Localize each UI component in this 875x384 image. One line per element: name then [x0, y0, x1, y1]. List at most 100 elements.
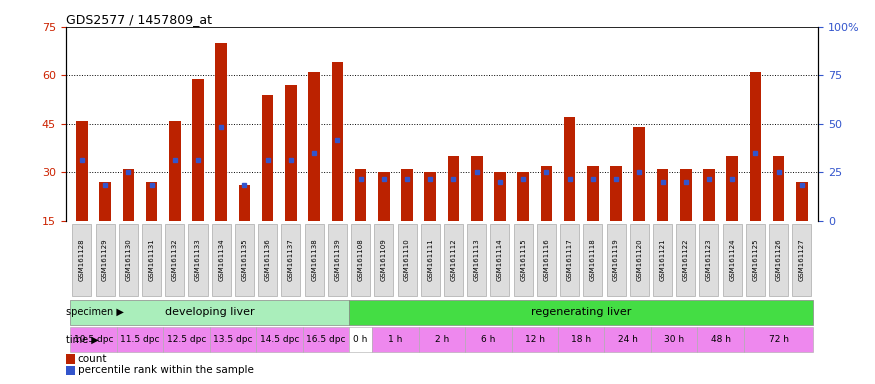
Text: 14.5 dpc: 14.5 dpc: [260, 335, 299, 344]
Bar: [165, 224, 185, 296]
Bar: [471, 156, 482, 221]
Bar: [726, 156, 738, 221]
Bar: [328, 224, 346, 296]
Bar: [76, 121, 88, 221]
Text: GSM161134: GSM161134: [218, 238, 224, 281]
Bar: [651, 327, 697, 352]
Bar: [514, 224, 533, 296]
Text: time ▶: time ▶: [66, 334, 98, 344]
Text: 12 h: 12 h: [525, 335, 545, 344]
Text: GSM161128: GSM161128: [79, 238, 85, 281]
Text: GSM161127: GSM161127: [799, 238, 805, 281]
Text: GSM161131: GSM161131: [149, 238, 155, 281]
Text: percentile rank within the sample: percentile rank within the sample: [78, 366, 254, 376]
Bar: [444, 224, 463, 296]
Bar: [699, 224, 718, 296]
Bar: [653, 224, 672, 296]
Bar: [99, 182, 111, 221]
Text: GSM161108: GSM161108: [358, 238, 364, 281]
Text: GSM161117: GSM161117: [567, 238, 572, 281]
Bar: [769, 224, 788, 296]
Bar: [657, 169, 668, 221]
Bar: [680, 169, 691, 221]
Text: GSM161136: GSM161136: [264, 238, 270, 281]
Text: 72 h: 72 h: [768, 335, 788, 344]
Bar: [587, 166, 598, 221]
Text: 16.5 dpc: 16.5 dpc: [306, 335, 346, 344]
Text: 10.5 dpc: 10.5 dpc: [74, 335, 113, 344]
Text: GSM161123: GSM161123: [706, 238, 712, 281]
Text: GSM161139: GSM161139: [334, 238, 340, 281]
Text: GSM161126: GSM161126: [775, 238, 781, 281]
Bar: [239, 185, 250, 221]
Text: count: count: [78, 354, 107, 364]
Text: 0 h: 0 h: [354, 335, 367, 344]
Bar: [142, 224, 161, 296]
Text: 1 h: 1 h: [388, 335, 402, 344]
Bar: [606, 224, 626, 296]
Bar: [584, 224, 602, 296]
Bar: [424, 172, 436, 221]
Bar: [634, 127, 645, 221]
Bar: [517, 172, 529, 221]
Bar: [676, 224, 696, 296]
Bar: [70, 300, 349, 325]
Bar: [354, 169, 367, 221]
Text: 12.5 dpc: 12.5 dpc: [167, 335, 206, 344]
Bar: [308, 72, 320, 221]
Bar: [744, 327, 814, 352]
Text: GSM161132: GSM161132: [172, 238, 178, 281]
Bar: [402, 169, 413, 221]
Bar: [490, 224, 509, 296]
Bar: [558, 327, 605, 352]
Text: 2 h: 2 h: [435, 335, 449, 344]
Bar: [397, 224, 416, 296]
Bar: [215, 43, 227, 221]
Text: GSM161135: GSM161135: [242, 238, 248, 281]
Bar: [564, 118, 576, 221]
Bar: [256, 327, 303, 352]
Text: GSM161122: GSM161122: [682, 238, 689, 281]
Text: GSM161125: GSM161125: [752, 238, 759, 281]
Text: GSM161119: GSM161119: [613, 238, 620, 281]
Bar: [119, 224, 138, 296]
Text: specimen ▶: specimen ▶: [66, 307, 123, 317]
Text: 24 h: 24 h: [618, 335, 638, 344]
Bar: [512, 327, 558, 352]
Bar: [351, 224, 370, 296]
Text: GSM161112: GSM161112: [451, 238, 457, 281]
Bar: [466, 327, 512, 352]
Text: 48 h: 48 h: [710, 335, 731, 344]
Bar: [163, 327, 210, 352]
Bar: [95, 224, 115, 296]
Bar: [210, 327, 256, 352]
Bar: [332, 63, 343, 221]
Bar: [494, 172, 506, 221]
Bar: [234, 224, 254, 296]
Bar: [372, 327, 418, 352]
Text: GSM161111: GSM161111: [427, 238, 433, 281]
Bar: [560, 224, 579, 296]
Bar: [796, 182, 808, 221]
Text: GSM161113: GSM161113: [473, 238, 480, 281]
Bar: [66, 354, 74, 364]
Bar: [123, 169, 134, 221]
Bar: [697, 327, 744, 352]
Bar: [188, 224, 207, 296]
Bar: [421, 224, 440, 296]
Bar: [192, 79, 204, 221]
Text: 18 h: 18 h: [571, 335, 592, 344]
Bar: [282, 224, 300, 296]
Text: GSM161120: GSM161120: [636, 238, 642, 281]
Text: 11.5 dpc: 11.5 dpc: [120, 335, 160, 344]
Bar: [169, 121, 180, 221]
Bar: [723, 224, 742, 296]
Bar: [116, 327, 163, 352]
Text: GSM161115: GSM161115: [520, 238, 526, 281]
Bar: [537, 224, 556, 296]
Text: 30 h: 30 h: [664, 335, 684, 344]
Bar: [793, 224, 811, 296]
Bar: [146, 182, 158, 221]
Text: GSM161138: GSM161138: [312, 238, 317, 281]
Text: GSM161118: GSM161118: [590, 238, 596, 281]
